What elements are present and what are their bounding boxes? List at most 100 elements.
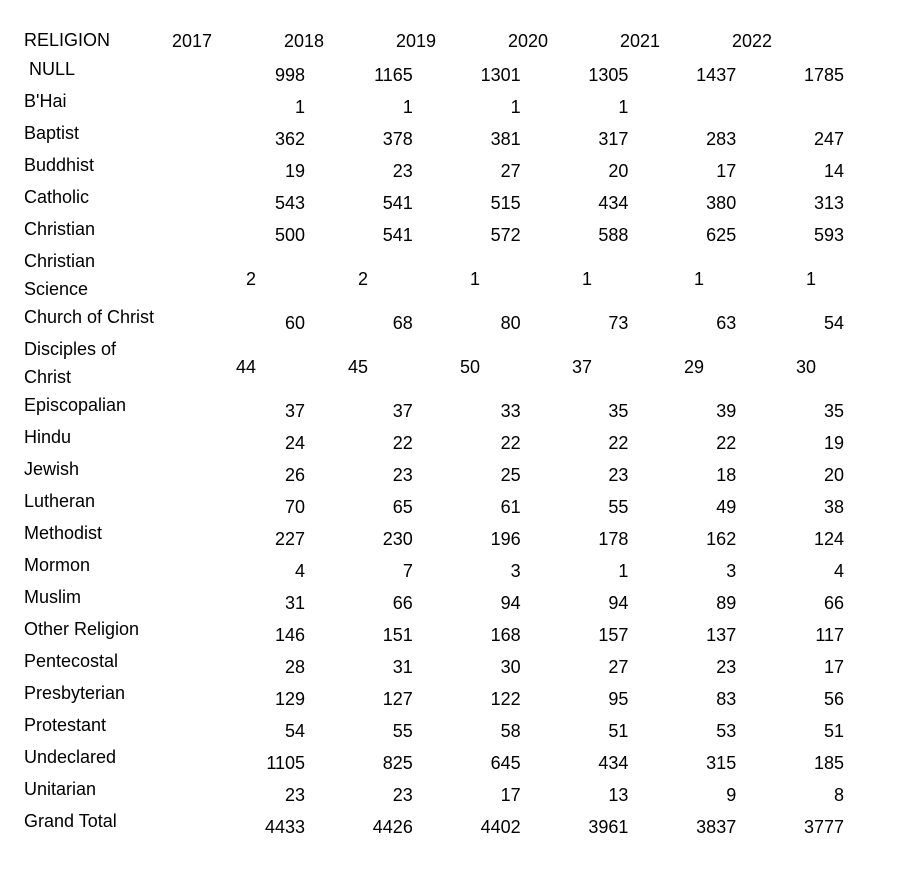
value-cell-2018: 23 [392,161,413,181]
value-cell-2018: 230 [382,529,413,549]
value-cell-2021: 17 [716,161,737,181]
value-cell-2017: 1105 [266,753,306,773]
table-row: Jewish 26 23 25 23 18 20 [24,456,844,488]
row-label: Disciples of Christ [24,339,122,387]
value-cell-2021: 83 [716,689,737,709]
value-cell-2020: 73 [608,313,629,333]
value-cell-2019: 22 [500,433,521,453]
value-cell-2018: 1165 [374,65,413,85]
column-header-2019: 2019 [396,31,437,51]
value-cell-2021: 53 [716,721,737,741]
value-cell-2022: 185 [813,753,845,773]
table-row: Protestant 54 55 58 51 53 51 [24,712,844,744]
value-cell-2019: 25 [500,465,521,485]
value-cell-2019: 4402 [480,817,521,837]
religion-table: RELIGION 2017 2018 2019 2020 2021 2022 N… [24,26,844,840]
value-cell-2019: 122 [490,689,521,709]
value-cell-2022: 38 [823,497,845,517]
value-cell-2018: 65 [392,497,413,517]
row-label: Methodist [24,523,103,543]
value-cell-2018: 825 [382,753,413,773]
table-row: Christian 500 541 572 588 625 593 [24,216,844,248]
value-cell-2022: 8 [834,785,845,805]
column-header-religion: RELIGION [24,30,111,50]
value-cell-2020: 94 [608,593,629,613]
value-cell-2018: 37 [392,401,413,421]
value-cell-2019: 50 [459,357,480,377]
value-cell-2018: 1 [402,97,413,117]
value-cell-2021: 9 [726,785,737,805]
value-cell-2021: 162 [706,529,737,549]
table-row: Undeclared 1105 825 645 434 315 185 [24,744,844,776]
value-cell-2021: 380 [706,193,737,213]
table-row: Episcopalian 37 37 33 35 39 35 [24,392,844,424]
value-cell-2021: 49 [716,497,737,517]
value-cell-2018: 23 [392,465,413,485]
value-cell-2018: 151 [382,625,413,645]
column-header-2021: 2021 [620,31,661,51]
value-cell-2022: 117 [815,625,845,645]
value-cell-2022: 14 [823,161,845,181]
value-cell-2019: 17 [500,785,521,805]
row-label: Protestant [24,715,107,735]
value-cell-2021: 22 [716,433,737,453]
value-cell-2020: 20 [608,161,629,181]
value-cell-2017: 129 [274,689,306,709]
value-cell-2021: 283 [706,129,737,149]
value-cell-2017: 54 [285,721,306,741]
row-label: Catholic [24,187,90,207]
value-cell-2020: 37 [571,357,592,377]
value-cell-2020: 178 [598,529,629,549]
value-cell-2022: 19 [823,433,845,453]
table-row: Christian Science 2 2 1 1 1 1 [24,248,844,304]
column-header-2017: 2017 [172,31,213,51]
value-cell-2021: 89 [716,593,737,613]
value-cell-2019: 196 [490,529,521,549]
row-label: Muslim [24,587,81,607]
value-cell-2017: 4 [295,561,306,581]
value-cell-2017: 44 [235,357,256,377]
value-cell-2019: 1 [510,97,521,117]
value-cell-2018: 22 [392,433,413,453]
value-cell-2019: 1 [469,269,480,289]
value-cell-2020: 51 [608,721,629,741]
value-cell-2022: 1785 [803,65,845,85]
value-cell-2022: 66 [823,593,845,613]
row-label: Undeclared [24,747,117,767]
table-row: Unitarian 23 23 17 13 9 8 [24,776,844,808]
value-cell-2017: 998 [274,65,306,85]
value-cell-2019: 30 [500,657,521,677]
value-cell-2017: 146 [274,625,306,645]
value-cell-2020: 23 [608,465,629,485]
value-cell-2021: 18 [716,465,737,485]
row-label: Unitarian [24,779,97,799]
value-cell-2022: 4 [834,561,845,581]
value-cell-2017: 70 [285,497,306,517]
value-cell-2018: 23 [392,785,413,805]
value-cell-2018: 2 [357,269,368,289]
value-cell-2020: 157 [598,625,629,645]
value-cell-2017: 500 [274,225,306,245]
row-label: Other Religion [24,619,140,639]
table-row: Grand Total 4433 4426 4402 3961 3837 3777 [24,808,844,840]
value-cell-2017: 31 [285,593,306,613]
table-row: Mormon 4 7 3 1 3 4 [24,552,844,584]
value-cell-2019: 33 [500,401,521,421]
row-label: Episcopalian [24,395,127,415]
row-label: Lutheran [24,491,96,511]
row-label: Christian Science [24,251,101,299]
value-cell-2017: 227 [274,529,306,549]
value-cell-2018: 541 [382,193,413,213]
value-cell-2021: 3 [726,561,737,581]
value-cell-2022: 35 [823,401,845,421]
value-cell-2020: 35 [608,401,629,421]
value-cell-2020: 434 [598,753,629,773]
table-row: Pentecostal 28 31 30 27 23 17 [24,648,844,680]
value-cell-2020: 22 [608,433,629,453]
value-cell-2018: 66 [392,593,413,613]
value-cell-2019: 94 [500,593,521,613]
value-cell-2018: 68 [392,313,413,333]
value-cell-2019: 168 [490,625,521,645]
value-cell-2022: 3777 [803,817,845,837]
value-cell-2019: 61 [500,497,521,517]
